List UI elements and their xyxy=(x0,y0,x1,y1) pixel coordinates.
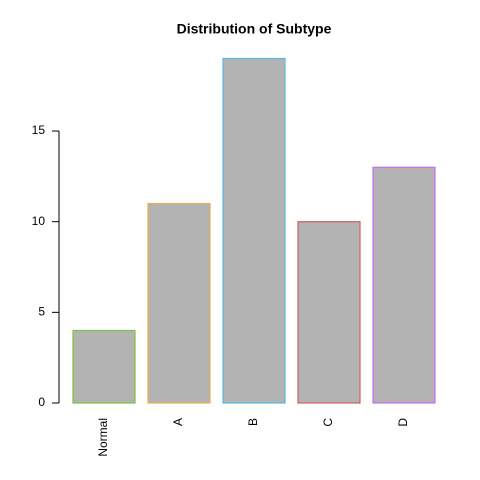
y-tick-label: 0 xyxy=(38,395,45,409)
x-tick-label: B xyxy=(246,418,260,426)
bar xyxy=(297,221,361,404)
x-tick-label: A xyxy=(171,418,185,426)
chart-title: Distribution of Subtype xyxy=(177,21,332,37)
y-tick-label: 15 xyxy=(32,123,46,137)
x-tick-label: Normal xyxy=(96,418,110,457)
bar xyxy=(222,57,286,404)
x-tick-label: D xyxy=(396,418,410,427)
bar xyxy=(72,329,136,404)
bar xyxy=(147,202,211,404)
bar xyxy=(372,166,436,404)
x-tick-label: C xyxy=(321,418,335,427)
y-tick-label: 10 xyxy=(32,214,46,228)
y-tick-label: 5 xyxy=(38,305,45,319)
